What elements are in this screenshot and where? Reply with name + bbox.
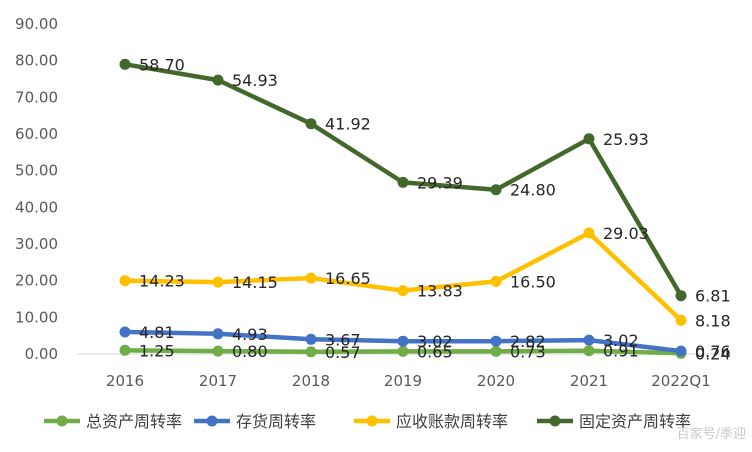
data-label: 0.73	[510, 342, 546, 361]
data-label: 14.15	[232, 273, 278, 292]
data-point	[212, 328, 224, 340]
x-tick-label: 2021	[570, 372, 608, 390]
data-label: 6.81	[695, 287, 731, 306]
data-point	[397, 345, 409, 357]
data-point	[397, 176, 409, 188]
y-tick-label: 30.00	[15, 235, 58, 253]
data-point	[212, 345, 224, 357]
data-label: 0.65	[417, 342, 453, 361]
data-label: 0.91	[603, 342, 639, 361]
legend-label: 固定资产周转率	[579, 412, 691, 431]
data-label: 0.57	[325, 343, 361, 362]
data-point	[675, 290, 687, 302]
watermark: 百家号/季迎	[677, 426, 746, 442]
data-point	[119, 58, 131, 70]
series-group	[119, 58, 687, 359]
x-tick-label: 2016	[106, 372, 144, 390]
data-label: 58.70	[139, 55, 185, 74]
data-point	[212, 74, 224, 86]
legend-marker	[56, 415, 68, 427]
x-tick-label: 2020	[477, 372, 515, 390]
data-point	[397, 335, 409, 347]
legend-label: 存货周转率	[236, 412, 316, 431]
data-label: 29.03	[603, 224, 649, 243]
data-label: 25.93	[603, 130, 649, 149]
legend-label: 应收账款周转率	[396, 412, 508, 431]
x-axis-ticks: 2016 2017 2018 2019 2020 2021 2022Q1	[106, 372, 711, 390]
data-label: 41.92	[325, 115, 371, 134]
data-point	[305, 118, 317, 130]
y-tick-label: 70.00	[15, 88, 58, 106]
data-label: 0.24	[695, 344, 731, 363]
x-tick-label: 2022Q1	[651, 372, 711, 390]
data-point	[490, 275, 502, 287]
data-label: 54.93	[232, 71, 278, 90]
data-point	[490, 184, 502, 196]
y-tick-label: 90.00	[15, 15, 58, 33]
data-point	[119, 326, 131, 338]
data-label: 14.23	[139, 272, 185, 291]
y-tick-label: 0.00	[25, 345, 58, 363]
x-tick-label: 2018	[292, 372, 330, 390]
data-label: 24.80	[510, 181, 556, 200]
data-label: 4.93	[232, 325, 268, 344]
y-tick-label: 40.00	[15, 198, 58, 216]
data-point	[305, 272, 317, 284]
data-label: 0.76	[695, 342, 731, 361]
y-axis-ticks: 0.00 10.00 20.00 30.00 40.00 50.00 60.00 70.00 8…	[15, 15, 58, 363]
legend-marker	[366, 415, 378, 427]
data-label: 29.39	[417, 173, 463, 192]
data-point	[675, 314, 687, 326]
data-point	[583, 334, 595, 346]
legend: 总资产周转率 存货周转率 应收账款周转率 固定资产周转率	[44, 412, 691, 431]
x-tick-label: 2017	[199, 372, 237, 390]
series-line-2	[122, 230, 684, 323]
data-point	[583, 345, 595, 357]
data-point	[212, 276, 224, 288]
y-tick-label: 20.00	[15, 272, 58, 290]
y-tick-label: 10.00	[15, 308, 58, 326]
data-label: 0.80	[232, 342, 268, 361]
data-label: 3.02	[417, 332, 453, 351]
data-point	[119, 344, 131, 356]
data-point	[490, 335, 502, 347]
y-tick-label: 50.00	[15, 162, 58, 180]
data-label: 3.02	[603, 331, 639, 350]
data-point	[305, 333, 317, 345]
data-point	[583, 227, 595, 239]
data-label: 3.67	[325, 330, 361, 349]
data-label: 8.18	[695, 311, 731, 330]
data-point	[305, 346, 317, 358]
data-label: 16.50	[510, 272, 556, 291]
data-label: 1.25	[139, 341, 175, 360]
data-label: 16.65	[325, 269, 371, 288]
x-tick-label: 2019	[384, 372, 422, 390]
data-label: 4.81	[139, 323, 175, 342]
data-label: 2.82	[510, 332, 546, 351]
data-point	[675, 345, 687, 357]
legend-marker	[549, 415, 561, 427]
data-labels: 1.25 0.80 0.57 0.65 0.73 0.91 0.24 4.81 4.93 3.67…	[139, 55, 731, 363]
data-point	[583, 133, 595, 145]
y-tick-label: 80.00	[15, 52, 58, 70]
legend-label: 总资产周转率	[86, 412, 182, 431]
data-label: 13.83	[417, 282, 463, 301]
data-point	[119, 275, 131, 287]
legend-marker	[206, 415, 218, 427]
data-point	[397, 285, 409, 297]
y-tick-label: 60.00	[15, 125, 58, 143]
data-point	[490, 345, 502, 357]
